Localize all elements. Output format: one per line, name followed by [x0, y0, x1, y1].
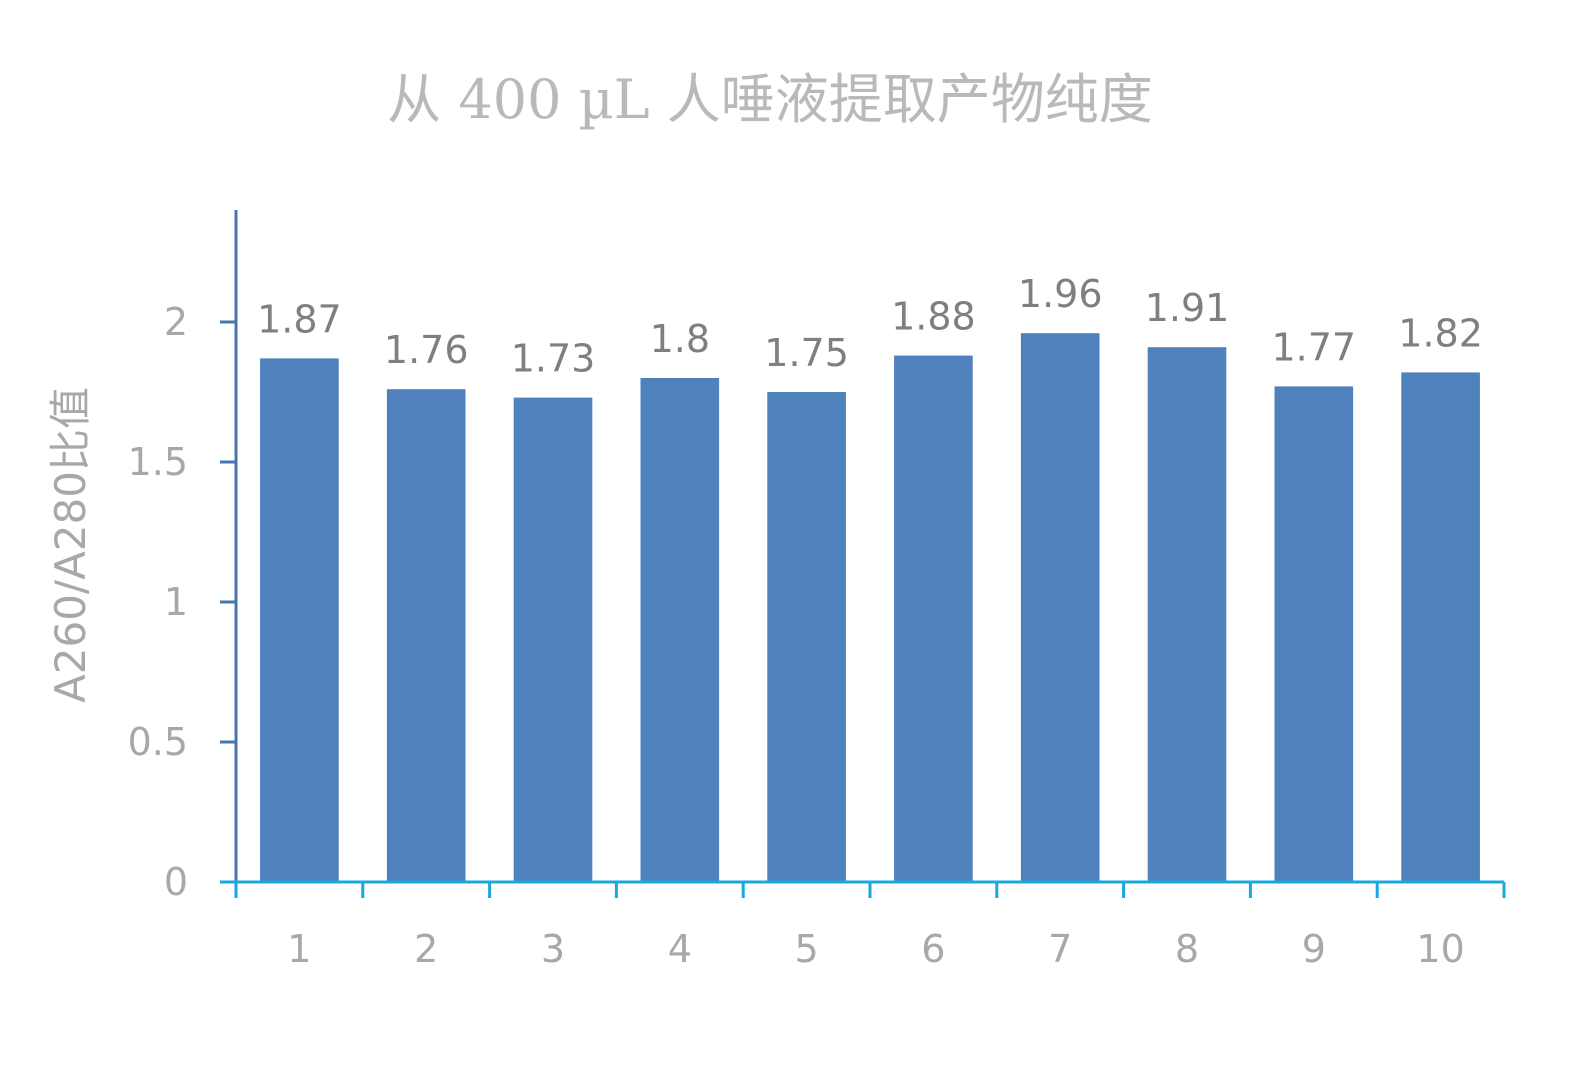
data-label-8: 1.91	[1145, 286, 1230, 330]
x-tick-label-5: 5	[795, 927, 819, 971]
data-label-9: 1.77	[1271, 325, 1356, 369]
data-label-4: 1.8	[650, 317, 710, 361]
x-tick-label-8: 8	[1175, 927, 1199, 971]
x-tick-label-7: 7	[1048, 927, 1072, 971]
data-label-3: 1.73	[511, 337, 596, 381]
x-tick-label-2: 2	[414, 927, 438, 971]
bar-8	[1147, 347, 1227, 882]
bar-10	[1401, 372, 1480, 882]
data-labels-layer: 1.87 1.76 1.73 1.8 1.75 1.88 1.96 1.91 1.77 1.82	[257, 272, 1483, 380]
x-tick-label-3: 3	[541, 927, 565, 971]
y-tick-label-1.5: 1.5	[128, 440, 188, 484]
bar-5	[767, 392, 846, 882]
y-axis-label: A260/A280比值	[46, 387, 95, 703]
x-tick-label-6: 6	[921, 927, 945, 971]
data-label-1: 1.87	[257, 297, 342, 341]
x-tick-label-9: 9	[1302, 927, 1326, 971]
chart-title: 从 400 µL 人唾液提取产物纯度	[387, 68, 1153, 131]
data-label-10: 1.82	[1398, 311, 1483, 355]
bar-9	[1274, 386, 1354, 882]
y-tick-label-0: 0	[164, 860, 188, 904]
y-tick-label-0.5: 0.5	[128, 720, 188, 764]
y-tick-label-2: 2	[164, 300, 188, 344]
y-tick-label-1: 1	[164, 580, 188, 624]
bar-2	[386, 389, 466, 882]
data-label-5: 1.75	[764, 331, 849, 375]
x-tick-label-10: 10	[1416, 927, 1464, 971]
bar-4	[640, 378, 720, 882]
bar-1	[260, 358, 339, 882]
data-label-6: 1.88	[891, 295, 976, 339]
data-label-7: 1.96	[1018, 272, 1103, 316]
bars-layer	[260, 333, 1480, 883]
data-label-2: 1.76	[384, 328, 469, 372]
x-tick-label-1: 1	[287, 927, 311, 971]
axes-layer: 1 2 3 4 5 6 7 8 9 10 0 0.5 1 1.5 2	[128, 210, 1506, 971]
bar-7	[1020, 333, 1100, 882]
bar-6	[894, 355, 973, 883]
x-tick-label-4: 4	[668, 927, 692, 971]
bar-3	[513, 397, 593, 882]
